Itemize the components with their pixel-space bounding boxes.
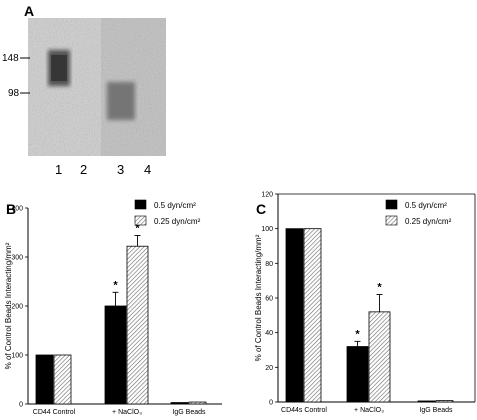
panel-c-letter: C: [256, 201, 266, 217]
bar: [435, 400, 454, 403]
legend-label: 0.25 dyn/cm²: [154, 217, 201, 226]
mw-148-label: 148: [2, 53, 19, 64]
category-label: IgG Beads: [419, 407, 453, 414]
bar: [35, 354, 54, 405]
y-tick-label: 80: [265, 261, 273, 268]
category-label: + NaClO₃: [112, 409, 142, 416]
significance-marker: *: [355, 328, 360, 340]
y-tick-label: 120: [261, 192, 273, 199]
significance-marker: *: [135, 222, 140, 234]
bar: [170, 402, 189, 405]
y-tick-label: 100: [261, 226, 273, 233]
y-axis-label: % of Control Beads Interacting/mm²: [254, 234, 263, 361]
blot-image: [28, 18, 166, 156]
category-label: CD44s Control: [281, 407, 327, 414]
y-tick-label: 20: [265, 365, 273, 372]
bar: [303, 228, 322, 403]
y-axis-label: % of Control Beads Interacting/mm²: [4, 242, 13, 369]
lane-3-label: 3: [117, 162, 124, 177]
bar: [104, 305, 127, 405]
bar: [417, 400, 436, 403]
legend-label: 0.5 dyn/cm²: [154, 201, 196, 210]
legend-swatch: [134, 215, 147, 226]
panel-a-letter: A: [24, 3, 34, 19]
legend-label: 0.5 dyn/cm²: [405, 201, 447, 210]
category-label: + NaClO₃: [354, 407, 384, 414]
y-tick-label: 60: [265, 296, 273, 303]
bar: [346, 346, 369, 403]
bar: [188, 401, 207, 405]
legend-label: 0.25 dyn/cm²: [405, 217, 452, 226]
significance-marker: *: [113, 279, 118, 291]
panel-a: A 148 98 1 2 3 4: [2, 3, 166, 177]
significance-marker: *: [377, 282, 382, 294]
bar: [126, 245, 149, 405]
chart-c: C 0 20 40 60 80 100 120 % of Control Beads Inter…: [254, 192, 476, 414]
panel-b-letter: B: [6, 201, 16, 217]
bar: [53, 354, 72, 405]
y-tick-label: 0: [19, 402, 23, 409]
category-label: IgG Beads: [172, 409, 206, 416]
legend-swatch: [385, 199, 398, 210]
lane-1-label: 1: [55, 162, 62, 177]
bar: [368, 311, 391, 403]
y-tick-label: 0: [269, 400, 273, 407]
chart-b: B 0 100 200 300 400 % of Control Beads Interac…: [4, 199, 222, 416]
y-tick-label: 300: [11, 255, 23, 262]
y-tick-label: 400: [11, 206, 23, 213]
y-tick-label: 200: [11, 304, 23, 311]
lane-2-label: 2: [80, 162, 87, 177]
y-tick-label: 100: [11, 353, 23, 360]
category-label: CD44 Control: [33, 409, 76, 416]
mw-98-label: 98: [8, 88, 20, 99]
legend-swatch: [385, 215, 398, 226]
y-tick-label: 40: [265, 330, 273, 337]
legend-swatch: [134, 199, 147, 210]
bar: [285, 228, 304, 403]
lane-4-label: 4: [144, 162, 151, 177]
